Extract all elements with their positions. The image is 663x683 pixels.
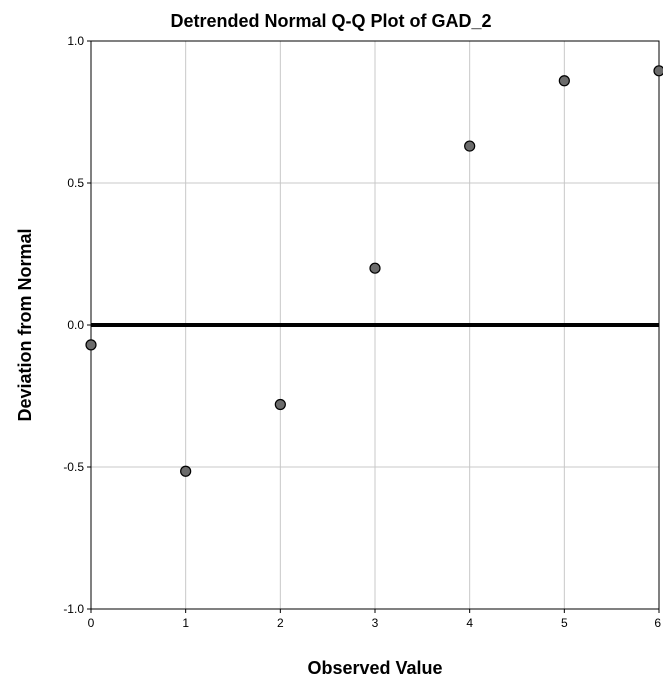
data-point xyxy=(180,465,192,477)
y-tick-label: 0.0 xyxy=(67,318,84,332)
data-point xyxy=(369,262,381,274)
x-tick-label: 3 xyxy=(372,616,379,630)
x-tick-label: 0 xyxy=(88,616,95,630)
x-tick-label: 1 xyxy=(182,616,189,630)
y-tick-label: 1.0 xyxy=(67,34,84,48)
y-axis-label: Deviation from Normal xyxy=(15,228,35,421)
data-point xyxy=(85,339,97,351)
data-point xyxy=(274,398,286,411)
data-point xyxy=(464,140,476,152)
x-axis-label: Observed Value xyxy=(307,658,442,678)
x-tick-label: 4 xyxy=(466,616,473,630)
x-tick-label: 2 xyxy=(277,616,284,630)
data-points xyxy=(85,65,663,477)
x-tick-label: 6 xyxy=(654,616,661,630)
y-tick-label: -0.5 xyxy=(63,460,84,474)
data-point xyxy=(653,65,663,77)
data-point xyxy=(558,75,570,87)
y-tick-label: 0.5 xyxy=(67,176,84,190)
y-axis-ticks: -1.0 -0.5 0.0 0.5 1.0 xyxy=(63,34,91,616)
y-tick-label: -1.0 xyxy=(63,602,84,616)
x-axis-ticks: 0 1 2 3 4 5 6 xyxy=(88,609,661,630)
x-tick-label: 5 xyxy=(561,616,568,630)
chart-title: Detrended Normal Q-Q Plot of GAD_2 xyxy=(170,11,491,31)
